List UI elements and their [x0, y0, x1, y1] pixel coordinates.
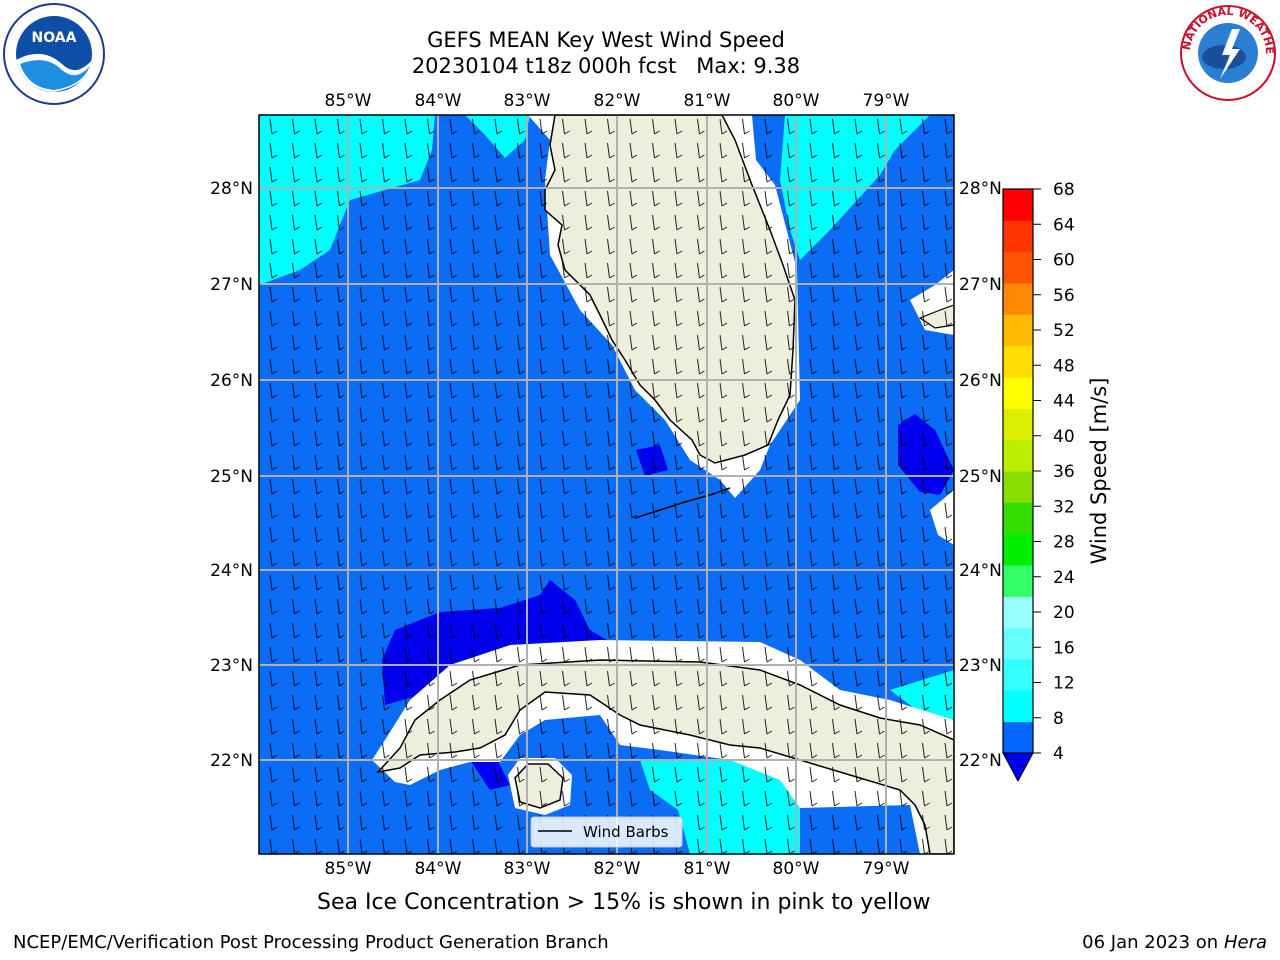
lat-label-right: 27°N — [959, 275, 1002, 295]
lon-label-bottom: 83°W — [504, 859, 551, 879]
lon-label-top: 81°W — [684, 91, 731, 111]
colorbar-segment — [1003, 408, 1033, 441]
colorbar-segment — [1003, 220, 1033, 253]
colorbar-tick-label: 16 — [1053, 638, 1075, 658]
lat-label-right: 23°N — [959, 656, 1002, 676]
lon-label-bottom: 80°W — [773, 859, 820, 879]
colorbar-segment — [1003, 721, 1033, 754]
lon-labels-bottom: 85°W 84°W 83°W 82°W 81°W 80°W 79°W — [325, 859, 910, 879]
lon-label-bottom: 81°W — [684, 859, 731, 879]
lat-label-right: 22°N — [959, 751, 1002, 771]
lon-label-bottom: 82°W — [594, 859, 641, 879]
colorbar-tick-label: 20 — [1053, 603, 1075, 623]
plot-subtitle: 20230104 t18z 000h fcst Max: 9.38 — [411, 54, 801, 78]
lat-label-right: 25°N — [959, 467, 1002, 487]
colorbar-tick-label: 36 — [1053, 462, 1075, 482]
colorbar-segment — [1003, 471, 1033, 503]
nws-logo: NATIONAL WEATHER SERVICE — [1174, 0, 1278, 103]
colorbar-tick-label: 56 — [1053, 286, 1075, 306]
colorbar-segment — [1003, 533, 1033, 566]
colorbar-tick-label: 48 — [1053, 356, 1075, 376]
caption: Sea Ice Concentration > 15% is shown in … — [317, 890, 931, 915]
colorbar-segment — [1003, 189, 1033, 221]
footer-date: 06 Jan 2023 on Hera — [1082, 932, 1267, 953]
colorbar-tick-label: 24 — [1053, 568, 1075, 588]
colorbar-segment — [1003, 345, 1033, 378]
colorbar-tick-label: 28 — [1053, 533, 1075, 553]
wind-barbs-field — [259, 115, 954, 854]
lon-label-bottom: 84°W — [415, 859, 462, 879]
colorbar-under-arrow — [1002, 752, 1034, 783]
lon-label-top: 80°W — [773, 91, 820, 111]
colorbar-tick-label: 52 — [1053, 321, 1075, 341]
lat-labels-left: 28°N 27°N 26°N 25°N 24°N 23°N 22°N — [210, 179, 253, 771]
lon-label-top: 83°W — [504, 91, 551, 111]
map-legend: Wind Barbs — [530, 816, 683, 848]
lat-label-left: 27°N — [210, 275, 253, 295]
colorbar-segment — [1003, 659, 1033, 691]
colorbar-segment — [1003, 314, 1033, 347]
colorbar-segment — [1003, 565, 1033, 597]
lon-label-top: 82°W — [594, 91, 641, 111]
colorbar-segment — [1003, 690, 1033, 723]
lon-labels-top: 85°W 84°W 83°W 82°W 81°W 80°W 79°W — [325, 91, 910, 111]
colorbar-tick-label: 64 — [1053, 215, 1075, 235]
map-frame — [258, 114, 955, 855]
lat-label-left: 26°N — [210, 371, 253, 391]
colorbar-segment — [1003, 596, 1033, 629]
gridlines — [259, 115, 954, 854]
lat-label-right: 24°N — [959, 561, 1002, 581]
colorbar-segment — [1003, 251, 1033, 284]
lon-label-bottom: 79°W — [863, 859, 910, 879]
plot-title: GEFS MEAN Key West Wind Speed — [427, 28, 785, 52]
lat-label-right: 26°N — [959, 371, 1002, 391]
lon-label-top: 84°W — [415, 91, 462, 111]
footer-host: Hera — [1223, 932, 1267, 953]
colorbar-tick-label: 12 — [1053, 674, 1075, 694]
footer-credit: NCEP/EMC/Verification Post Processing Pr… — [13, 932, 609, 953]
noaa-logo: NOAA — [2, 2, 106, 106]
lat-labels-right: 28°N 27°N 26°N 25°N 24°N 23°N 22°N — [959, 179, 1002, 771]
colorbar-tick-label: 40 — [1053, 427, 1075, 447]
legend-label: Wind Barbs — [583, 823, 669, 841]
colorbar-tick-label: 8 — [1053, 709, 1064, 729]
colorbar-tick-label: 60 — [1053, 251, 1075, 271]
lon-label-bottom: 85°W — [325, 859, 372, 879]
lat-label-left: 25°N — [210, 467, 253, 487]
colorbar-tick-label: 32 — [1053, 497, 1075, 517]
colorbar-segment — [1003, 502, 1033, 535]
lat-label-left: 23°N — [210, 656, 253, 676]
lon-label-top: 79°W — [863, 91, 910, 111]
colorbar-segment — [1003, 439, 1033, 472]
colorbar-label: Wind Speed [m/s] — [1087, 378, 1111, 565]
footer-date-text: 06 Jan 2023 on — [1082, 932, 1224, 953]
colorbar-segment — [1003, 283, 1033, 315]
colorbar-tick-label: 68 — [1053, 180, 1075, 200]
colorbar-segment — [1003, 377, 1033, 409]
lat-label-right: 28°N — [959, 179, 1002, 199]
lat-label-left: 22°N — [210, 751, 253, 771]
colorbar-tick-label: 4 — [1053, 744, 1064, 764]
lat-label-left: 28°N — [210, 179, 253, 199]
colorbar-segment — [1003, 627, 1033, 660]
lon-label-top: 85°W — [325, 91, 372, 111]
noaa-logo-text: NOAA — [32, 30, 77, 46]
lat-label-left: 24°N — [210, 561, 253, 581]
colorbar-tick-label: 44 — [1053, 392, 1075, 412]
